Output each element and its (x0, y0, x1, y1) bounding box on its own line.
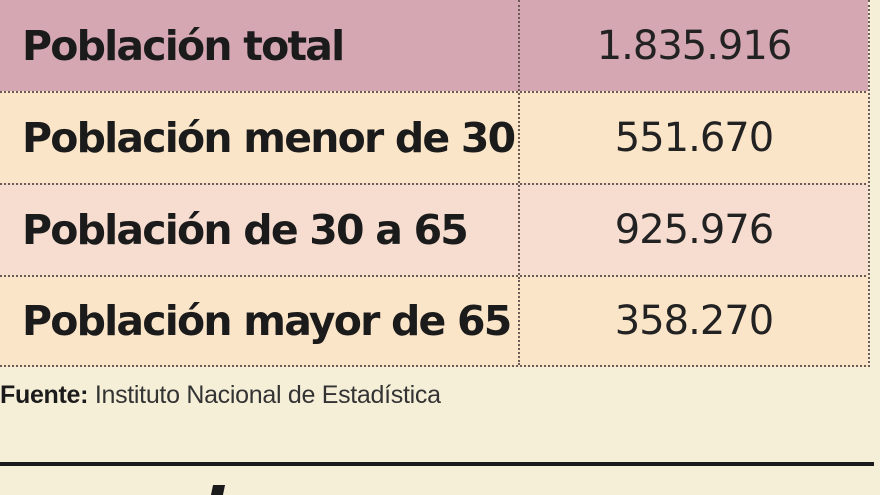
row-value: 1.835.916 (596, 22, 793, 69)
table-row-over-65: Población mayor de 65 358.270 (0, 275, 874, 367)
row-value: 551.670 (614, 115, 774, 161)
row-label: Población menor de 30 (0, 93, 520, 183)
table-row-30-to-65: Población de 30 a 65 925.976 (0, 183, 874, 275)
row-value: 925.976 (614, 207, 774, 253)
table-row-total: Población total 1.835.916 (0, 0, 874, 91)
row-label: Población de 30 a 65 (0, 185, 520, 275)
source-label: Fuente: (0, 381, 89, 409)
cropped-heading-fragment (210, 485, 250, 495)
row-label: Población total (0, 0, 520, 91)
table-right-border (868, 0, 874, 367)
section-divider (0, 462, 874, 466)
table-row-under-30: Población menor de 30 551.670 (0, 91, 874, 183)
row-value: 358.270 (614, 298, 774, 344)
source-note: Fuente: Instituto Nacional de Estadístic… (0, 381, 441, 410)
population-table: Población total 1.835.916 Población meno… (0, 0, 874, 367)
row-label: Población mayor de 65 (0, 277, 520, 365)
source-text: Instituto Nacional de Estadística (94, 381, 441, 409)
